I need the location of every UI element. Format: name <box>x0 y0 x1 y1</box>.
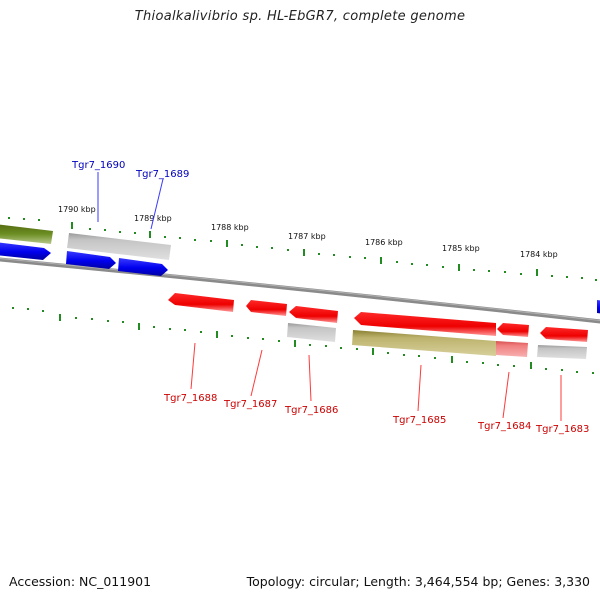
leader-line <box>190 342 196 390</box>
gene-label-tgr7-1687[interactable]: Tgr7_1687 <box>223 399 277 410</box>
cds-arrow-blue-edge[interactable] <box>597 300 600 314</box>
cds-arrow-tgr7-1683[interactable] <box>540 327 588 342</box>
gene-label-tgr7-1683[interactable]: Tgr7_1683 <box>535 424 589 435</box>
cds-arrow-tgr7-1690[interactable] <box>66 251 116 269</box>
kbp-label: 1789 kbp <box>134 214 172 223</box>
gene-label-tgr7-1688[interactable]: Tgr7_1688 <box>163 393 217 404</box>
kbp-label: 1790 kbp <box>58 205 96 214</box>
leader-line <box>417 364 422 412</box>
upper-tick-ring <box>8 217 597 281</box>
gene-feature-gray[interactable] <box>67 233 171 260</box>
gene-feature-olive[interactable] <box>352 330 496 356</box>
cds-arrow-tgr7-1686[interactable] <box>289 306 338 323</box>
cds-arrow-tgr7-1687[interactable] <box>246 300 287 316</box>
gene-label-tgr7-1684[interactable]: Tgr7_1684 <box>477 421 531 432</box>
leader-line <box>150 178 164 230</box>
kbp-label: 1788 kbp <box>211 223 249 232</box>
cds-arrow-blue[interactable] <box>0 242 51 260</box>
genome-summary-text: Topology: circular; Length: 3,464,554 bp… <box>246 574 590 589</box>
gene-label-tgr7-1689[interactable]: Tgr7_1689 <box>135 169 189 180</box>
gene-feature-green[interactable] <box>0 224 53 244</box>
gene-label-tgr7-1685[interactable]: Tgr7_1685 <box>392 415 446 426</box>
cds-arrow-tgr7-1689[interactable] <box>118 258 168 276</box>
gene-label-tgr7-1686[interactable]: Tgr7_1686 <box>284 405 338 416</box>
leader-line <box>308 354 312 402</box>
genome-backbone <box>0 257 600 324</box>
gene-feature-pink[interactable] <box>496 341 528 357</box>
leader-line <box>250 349 263 397</box>
lower-tick-ring <box>12 307 594 374</box>
map-title: Thioalkalivibrio sp. HL-EbGR7, complete … <box>134 9 466 24</box>
gene-feature-gray[interactable] <box>537 345 587 359</box>
kbp-label: 1784 kbp <box>520 250 558 259</box>
leader-line <box>502 371 510 419</box>
kbp-label: 1786 kbp <box>365 238 403 247</box>
accession-text: Accession: NC_011901 <box>9 574 152 589</box>
cds-arrow-tgr7-1685[interactable] <box>354 312 496 336</box>
cds-arrow-tgr7-1684[interactable] <box>497 323 529 337</box>
gene-feature-gray[interactable] <box>287 323 336 342</box>
kbp-label: 1785 kbp <box>442 244 480 253</box>
kbp-label: 1787 kbp <box>288 232 326 241</box>
gene-label-tgr7-1690[interactable]: Tgr7_1690 <box>71 160 125 171</box>
cds-arrow-tgr7-1688[interactable] <box>168 293 234 312</box>
